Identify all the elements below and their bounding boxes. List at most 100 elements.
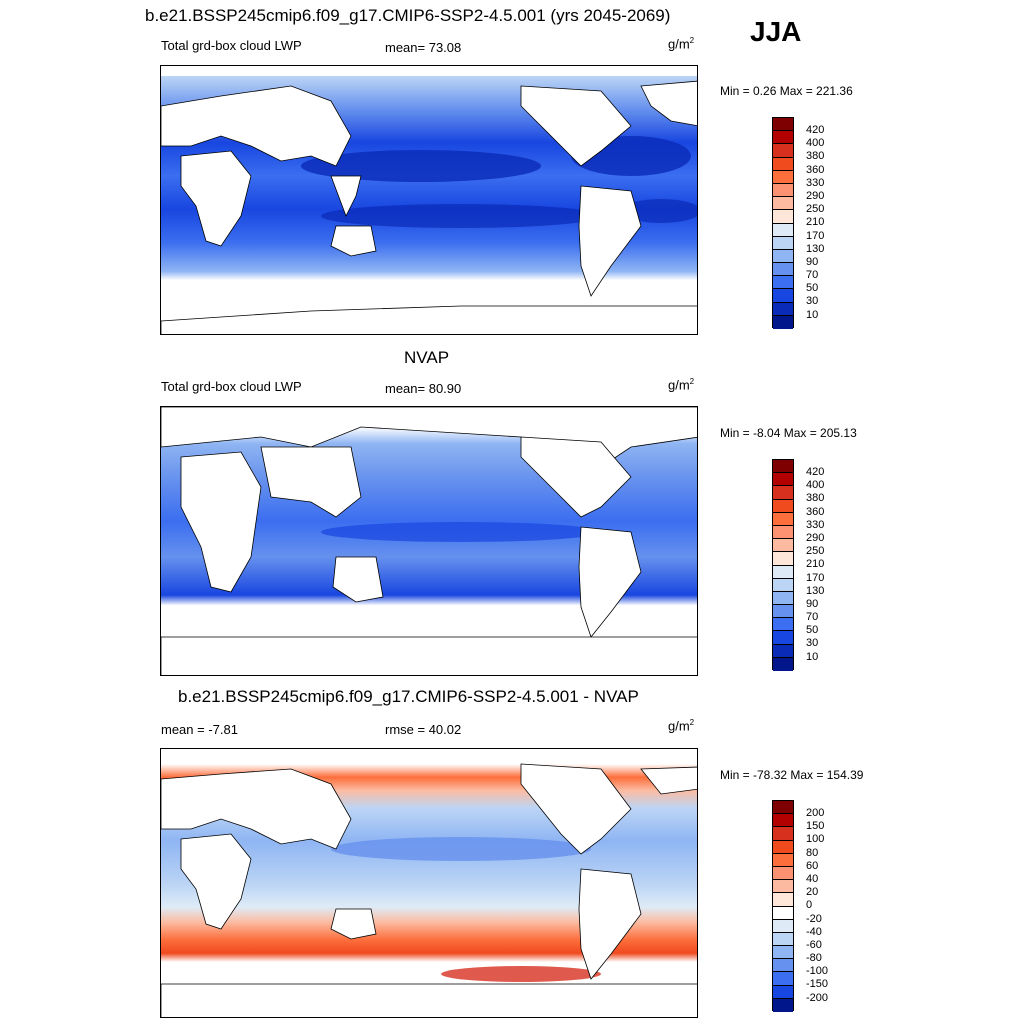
colorbar-swatch bbox=[773, 998, 793, 1012]
colorbar-label: 420 bbox=[806, 466, 825, 478]
panel2-title: NVAP bbox=[404, 348, 450, 367]
colorbar-label: 250 bbox=[806, 545, 825, 558]
colorbar-swatch bbox=[773, 880, 793, 894]
colorbar-swatch bbox=[773, 276, 793, 290]
colorbar-swatch bbox=[773, 946, 793, 960]
colorbar-swatch bbox=[773, 197, 793, 211]
colorbar-label: 10 bbox=[806, 650, 819, 663]
panel1-mean-label: mean= 73.08 bbox=[385, 40, 462, 55]
colorbar-swatch bbox=[773, 866, 793, 881]
colorbar-swatch bbox=[773, 801, 793, 815]
colorbar-label: 70 bbox=[806, 611, 819, 624]
panel2-minmax: Min = -8.04 Max = 205.13 bbox=[720, 426, 857, 440]
colorbar-swatch bbox=[773, 618, 793, 632]
colorbar-swatch bbox=[773, 853, 793, 867]
colorbar-label: 290 bbox=[806, 531, 825, 544]
colorbar-swatch bbox=[773, 473, 793, 487]
colorbar-swatch bbox=[773, 565, 793, 579]
panel2-variable-label: Total grd-box cloud LWP bbox=[161, 379, 302, 394]
colorbar-label: 40 bbox=[806, 872, 819, 885]
panel3-title: b.e21.BSSP245cmip6.f09_g17.CMIP6-SSP2-4.… bbox=[178, 687, 639, 706]
colorbar-label: 200 bbox=[806, 807, 825, 819]
colorbar-label: 130 bbox=[806, 242, 825, 255]
colorbar-label: 360 bbox=[806, 163, 825, 176]
colorbar-swatch bbox=[773, 289, 793, 303]
colorbar-swatch bbox=[773, 131, 793, 145]
colorbar-label: 50 bbox=[806, 282, 819, 295]
colorbar-swatch bbox=[773, 932, 793, 947]
colorbar-swatch bbox=[773, 118, 793, 132]
continents bbox=[161, 407, 697, 675]
colorbar-swatch bbox=[773, 657, 793, 671]
colorbar-swatch bbox=[773, 893, 793, 907]
colorbar-label: 250 bbox=[806, 203, 825, 216]
colorbar-swatch bbox=[773, 578, 793, 592]
colorbar-label: 210 bbox=[806, 216, 825, 229]
colorbar-label: 360 bbox=[806, 505, 825, 518]
continents bbox=[161, 763, 697, 1017]
colorbar-swatch bbox=[773, 972, 793, 986]
colorbar-label: 420 bbox=[806, 124, 825, 136]
panel2-map bbox=[160, 406, 698, 676]
colorbar-label: 170 bbox=[806, 229, 825, 242]
colorbar-swatch bbox=[773, 210, 793, 224]
colorbar-swatch bbox=[773, 985, 793, 999]
panel1-colorbar bbox=[772, 117, 794, 329]
colorbar-swatch bbox=[773, 170, 793, 184]
colorbar-label: 30 bbox=[806, 295, 819, 308]
colorbar-swatch bbox=[773, 814, 793, 828]
colorbar-label: 0 bbox=[806, 899, 813, 912]
colorbar-swatch bbox=[773, 249, 793, 264]
colorbar-swatch bbox=[773, 840, 793, 854]
colorbar-swatch bbox=[773, 486, 793, 500]
colorbar-label: 90 bbox=[806, 255, 819, 268]
colorbar-swatch bbox=[773, 919, 793, 933]
colorbar-label: 10 bbox=[806, 308, 819, 321]
colorbar-swatch bbox=[773, 959, 793, 973]
colorbar-label: 130 bbox=[806, 584, 825, 597]
colorbar-swatch bbox=[773, 236, 793, 250]
colorbar-label: 380 bbox=[806, 492, 825, 505]
panel2-mean-label: mean= 80.90 bbox=[385, 381, 462, 396]
colorbar-label: 170 bbox=[806, 571, 825, 584]
colorbar-label: 80 bbox=[806, 846, 819, 859]
colorbar-swatch bbox=[773, 223, 793, 237]
panel1-variable-label: Total grd-box cloud LWP bbox=[161, 38, 302, 53]
colorbar-label: 290 bbox=[806, 189, 825, 202]
colorbar-label: -60 bbox=[806, 938, 822, 951]
colorbar-label: 330 bbox=[806, 176, 825, 189]
colorbar-swatch bbox=[773, 644, 793, 658]
colorbar-swatch bbox=[773, 827, 793, 841]
panel1-title: b.e21.BSSP245cmip6.f09_g17.CMIP6-SSP2-4.… bbox=[145, 6, 671, 25]
colorbar-label: 50 bbox=[806, 624, 819, 637]
colorbar-swatch bbox=[773, 552, 793, 566]
colorbar-label: 20 bbox=[806, 886, 819, 899]
continents bbox=[161, 80, 697, 334]
panel1-units: g/m2 bbox=[668, 36, 695, 52]
colorbar-label: -80 bbox=[806, 952, 822, 965]
panel3-map bbox=[160, 748, 698, 1018]
colorbar-swatch bbox=[773, 263, 793, 277]
colorbar-label: 210 bbox=[806, 558, 825, 571]
colorbar-swatch bbox=[773, 525, 793, 540]
colorbar-label: -150 bbox=[806, 978, 829, 991]
colorbar-label: 150 bbox=[806, 820, 825, 833]
colorbar-label: 30 bbox=[806, 637, 819, 650]
colorbar-swatch bbox=[773, 605, 793, 619]
panel3-mean-label: mean = -7.81 bbox=[161, 722, 238, 737]
colorbar-label: 400 bbox=[806, 137, 825, 150]
colorbar-swatch bbox=[773, 499, 793, 513]
colorbar-swatch bbox=[773, 315, 793, 329]
colorbar-label: -20 bbox=[806, 912, 822, 925]
colorbar-swatch bbox=[773, 144, 793, 158]
colorbar-label: 70 bbox=[806, 269, 819, 282]
colorbar-label: 100 bbox=[806, 833, 825, 846]
panel3-map-svg bbox=[161, 763, 697, 1017]
colorbar-swatch bbox=[773, 460, 793, 474]
panel2-units: g/m2 bbox=[668, 377, 695, 393]
panel3-units: g/m2 bbox=[668, 718, 695, 734]
season-label: JJA bbox=[750, 16, 802, 47]
colorbar-swatch bbox=[773, 539, 793, 553]
colorbar-swatch bbox=[773, 512, 793, 526]
panel1-map-svg bbox=[161, 76, 697, 334]
